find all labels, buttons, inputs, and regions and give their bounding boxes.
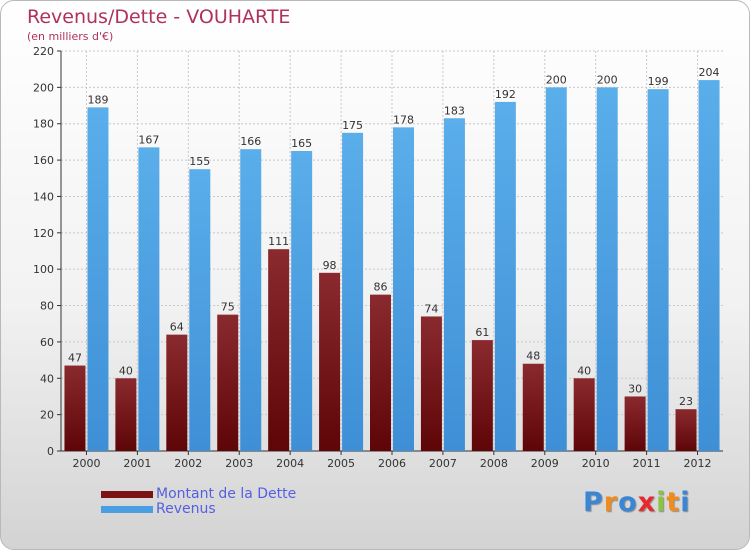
- x-tick-label: 2005: [327, 457, 355, 470]
- bar-revenus: [647, 89, 669, 451]
- x-tick-label: 2004: [276, 457, 304, 470]
- bar-revenus: [342, 132, 364, 451]
- data-label-revenus: 155: [189, 155, 210, 168]
- data-label-dette: 86: [374, 281, 388, 294]
- data-label-dette: 23: [679, 395, 693, 408]
- x-tick-label: 2011: [633, 457, 661, 470]
- y-tick-label: 220: [33, 45, 54, 58]
- data-labels: 47 189 40 167 64 155 75 166 111 165 98 175 86 178 74 18…: [68, 66, 720, 408]
- bar-dette: [64, 365, 86, 451]
- x-tick-label: 2002: [174, 457, 202, 470]
- grid-lines: [61, 50, 723, 452]
- data-label-dette: 111: [268, 235, 289, 248]
- bar-revenus: [698, 80, 720, 451]
- axes: 0 20 40 60 80 100 120 140 160 180 200 220 2000 2001 20…: [33, 45, 723, 470]
- data-label-revenus: 199: [648, 75, 669, 88]
- bar-dette: [370, 294, 391, 451]
- logo-letter: r: [603, 487, 619, 518]
- legend-label-revenus: Revenus: [156, 501, 216, 517]
- logo-letter: i: [656, 487, 667, 518]
- logo-letter: o: [618, 487, 638, 518]
- bar-revenus: [138, 147, 160, 451]
- bar-revenus: [443, 118, 465, 451]
- bar-dette: [624, 396, 646, 451]
- y-tick-label: 40: [40, 372, 54, 385]
- y-tick-label: 80: [40, 300, 54, 313]
- y-tick-label: 160: [33, 154, 54, 167]
- bar-revenus: [494, 101, 516, 451]
- data-label-revenus: 165: [291, 137, 312, 150]
- chart-title: Revenus/Dette - VOUHARTE: [27, 6, 291, 28]
- data-label-dette: 30: [628, 382, 642, 395]
- data-label-revenus: 200: [546, 73, 567, 86]
- data-label-revenus: 192: [495, 88, 516, 101]
- data-label-revenus: 167: [138, 133, 159, 146]
- data-label-revenus: 178: [393, 113, 414, 126]
- data-label-dette: 61: [475, 326, 489, 339]
- legend-label-dette: Montant de la Dette: [156, 486, 297, 502]
- data-label-revenus: 175: [342, 119, 363, 132]
- y-tick-label: 0: [47, 445, 54, 458]
- data-label-revenus: 200: [597, 73, 618, 86]
- y-tick-label: 100: [33, 263, 54, 276]
- x-tick-label: 2010: [582, 457, 610, 470]
- logo-letter: t: [666, 487, 681, 518]
- bar-dette: [166, 334, 188, 451]
- legend-swatch-dette: [101, 491, 153, 498]
- data-label-dette: 98: [323, 259, 337, 272]
- data-label-dette: 48: [526, 350, 540, 363]
- bar-dette: [471, 340, 493, 451]
- proxiti-logo: Proxiti: [583, 487, 691, 518]
- x-tick-label: 2009: [531, 457, 559, 470]
- bar-revenus: [291, 151, 313, 451]
- data-label-dette: 40: [119, 364, 133, 377]
- x-tick-label: 2008: [480, 457, 508, 470]
- bars: [64, 80, 720, 451]
- bar-revenus: [545, 87, 567, 451]
- bar-dette: [115, 378, 137, 451]
- bar-revenus: [87, 107, 109, 451]
- x-tick-label: 2007: [429, 457, 457, 470]
- x-tick-label: 2012: [684, 457, 712, 470]
- y-tick-label: 200: [33, 81, 54, 94]
- bar-revenus: [393, 127, 414, 451]
- x-tick-label: 2000: [72, 457, 100, 470]
- x-tick-label: 2006: [378, 457, 406, 470]
- logo-letter: i: [680, 487, 691, 518]
- bar-dette: [268, 249, 290, 451]
- bar-revenus: [240, 149, 262, 451]
- logo-letter: x: [637, 487, 657, 518]
- data-label-dette: 74: [424, 302, 438, 315]
- bar-dette: [420, 316, 442, 451]
- logo-letter: P: [583, 487, 604, 518]
- y-tick-label: 140: [33, 190, 54, 203]
- y-tick-label: 20: [40, 409, 54, 422]
- data-label-dette: 47: [68, 352, 82, 365]
- bar-dette: [573, 378, 595, 451]
- data-label-dette: 40: [577, 364, 591, 377]
- bar-revenus: [596, 87, 618, 451]
- data-label-revenus: 189: [87, 93, 108, 106]
- y-tick-label: 180: [33, 118, 54, 131]
- chart-subtitle: (en milliers d'€): [27, 30, 114, 43]
- y-tick-label: 120: [33, 227, 54, 240]
- x-tick-label: 2001: [123, 457, 151, 470]
- data-label-dette: 64: [170, 321, 184, 334]
- y-tick-label: 60: [40, 336, 54, 349]
- bar-dette: [319, 272, 341, 451]
- data-label-revenus: 204: [699, 66, 720, 79]
- data-label-revenus: 183: [444, 104, 465, 117]
- x-tick-label: 2003: [225, 457, 253, 470]
- bar-revenus: [189, 169, 211, 451]
- data-label-revenus: 166: [240, 135, 261, 148]
- bar-dette: [522, 363, 544, 451]
- bar-dette: [217, 314, 239, 451]
- bar-dette: [675, 409, 697, 451]
- data-label-dette: 75: [221, 301, 235, 314]
- legend-swatch-revenus: [101, 506, 153, 513]
